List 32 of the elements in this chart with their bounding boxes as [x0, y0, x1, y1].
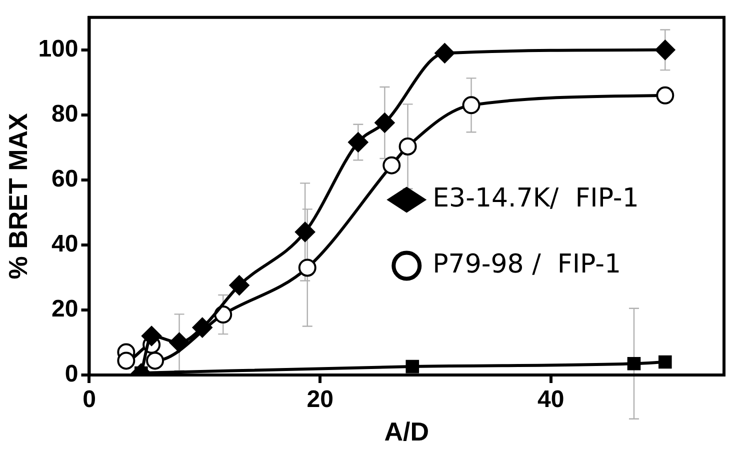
point [655, 40, 676, 60]
y-tick-label: 60 [52, 166, 78, 193]
point [142, 326, 162, 346]
legend-label: P79-98 / FIP-1 [432, 250, 622, 280]
y-axis-title: % BRET MAX [2, 112, 33, 280]
point [298, 258, 316, 277]
y-tick-label: 80 [52, 100, 78, 128]
point [462, 96, 480, 114]
point [658, 355, 672, 369]
point [627, 356, 641, 370]
point [117, 352, 136, 370]
x-tick-label: 20 [306, 386, 334, 414]
point [146, 352, 164, 370]
point [406, 360, 420, 374]
point [382, 156, 401, 174]
x-axis-title: A/D [384, 416, 430, 447]
x-tick-label: 0 [82, 386, 96, 414]
y-tick-label: 100 [38, 36, 78, 63]
x-tick-label: 40 [538, 386, 564, 414]
point [192, 318, 212, 338]
point [656, 86, 674, 104]
y-tick-label: 20 [52, 296, 78, 323]
point [169, 332, 190, 352]
y-tick-label: 40 [52, 230, 78, 258]
y-tick-label: 0 [64, 360, 78, 388]
point [295, 222, 316, 242]
point [229, 275, 250, 296]
point [434, 43, 455, 64]
point [398, 137, 417, 156]
point [374, 112, 395, 133]
point [348, 132, 368, 152]
legend-label: E3-14.7K/ FIP-1 [432, 184, 639, 214]
